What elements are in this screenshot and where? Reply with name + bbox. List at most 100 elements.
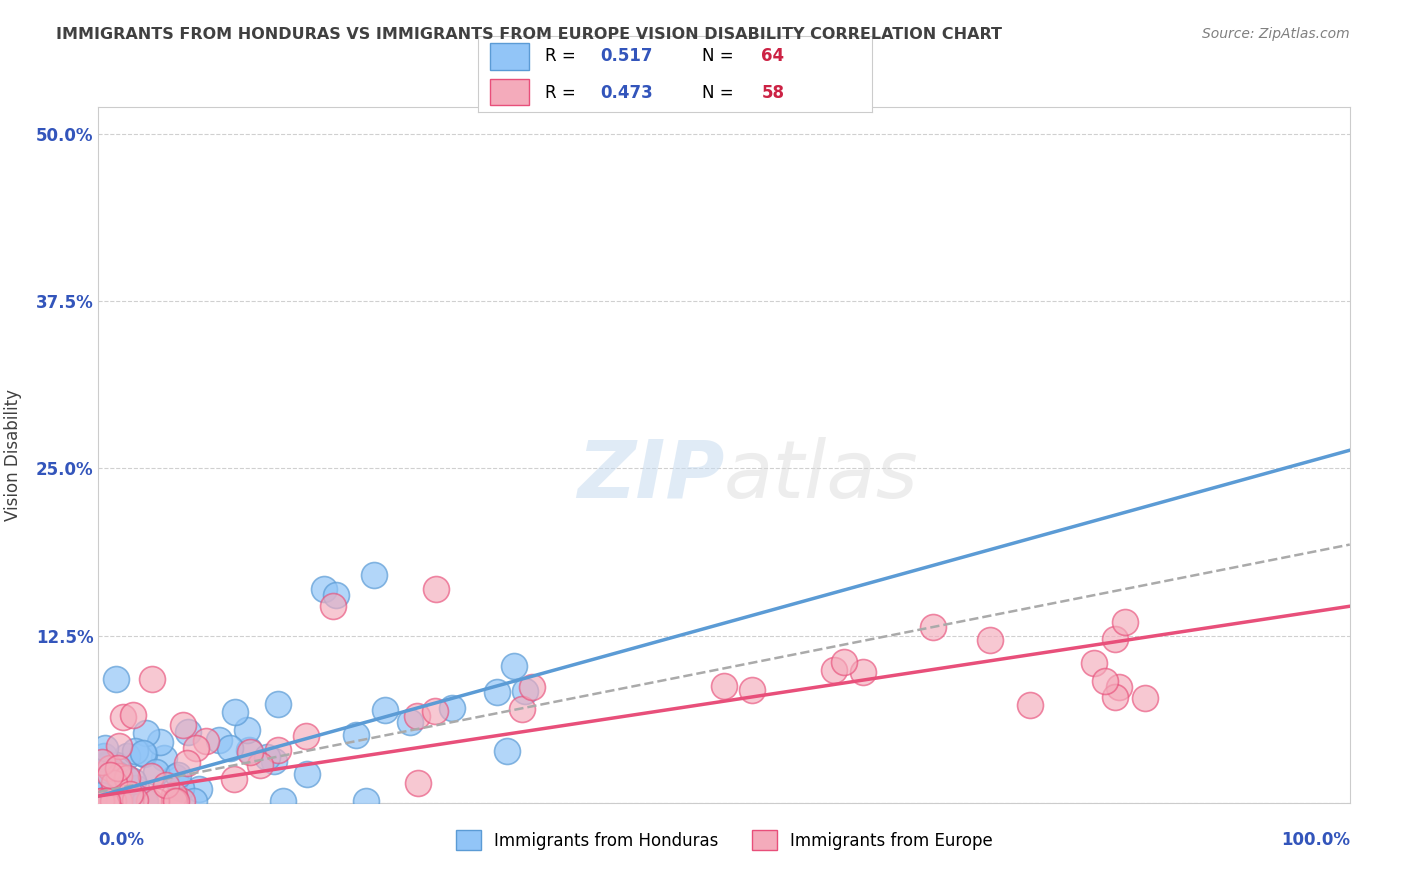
Immigrants from Honduras [111,795,134,809]
Text: N =: N = [703,84,740,102]
Immigrants from Honduras [354,795,377,809]
Immigrants from Honduras [124,744,146,758]
Text: IMMIGRANTS FROM HONDURAS VS IMMIGRANTS FROM EUROPE VISION DISABILITY CORRELATION: IMMIGRANTS FROM HONDURAS VS IMMIGRANTS F… [56,27,1002,42]
Text: atlas: atlas [724,437,920,515]
Immigrants from Honduras [132,747,155,761]
Immigrants from Europe [979,633,1001,648]
Immigrants from Honduras [485,684,508,698]
Immigrants from Honduras [256,749,278,764]
Immigrants from Europe [1133,691,1156,706]
Immigrants from Honduras [325,589,347,603]
Immigrants from Europe [162,788,184,802]
Immigrants from Honduras [183,794,205,808]
Immigrants from Europe [124,792,146,806]
Y-axis label: Vision Disability: Vision Disability [4,389,22,521]
Immigrants from Europe [922,620,945,634]
Immigrants from Europe [139,769,162,783]
Immigrants from Europe [138,795,160,809]
Immigrants from Europe [406,709,429,723]
Text: Source: ZipAtlas.com: Source: ZipAtlas.com [1202,27,1350,41]
Immigrants from Honduras [105,795,128,809]
Immigrants from Honduras [135,726,157,740]
Immigrants from Honduras [96,756,118,771]
Bar [489,78,529,105]
Text: 0.473: 0.473 [600,84,652,102]
Immigrants from Honduras [165,770,187,784]
Immigrants from Europe [172,795,194,809]
Immigrants from Honduras [207,733,229,747]
Immigrants from Europe [107,769,129,783]
Immigrants from Europe [406,776,429,790]
Immigrants from Europe [239,745,262,759]
Immigrants from Europe [522,680,544,694]
Immigrants from Honduras [134,794,156,808]
Immigrants from Honduras [110,795,132,809]
Immigrants from Europe [510,702,533,716]
Immigrants from Honduras [170,780,193,795]
Immigrants from Europe [103,775,125,789]
Immigrants from Europe [425,582,447,596]
Immigrants from Honduras [440,701,463,715]
Text: 0.0%: 0.0% [98,830,145,848]
Immigrants from Europe [823,663,845,677]
Immigrants from Europe [101,795,124,809]
Immigrants from Europe [186,741,208,756]
Immigrants from Honduras [153,751,176,765]
Immigrants from Europe [117,771,139,785]
Immigrants from Honduras [134,795,156,809]
Immigrants from Honduras [105,767,128,781]
Text: R =: R = [546,47,581,65]
Immigrants from Honduras [188,782,211,797]
Immigrants from Europe [267,743,290,757]
Immigrants from Honduras [98,795,121,809]
Text: R =: R = [546,84,581,102]
Immigrants from Honduras [224,705,246,719]
Immigrants from Europe [111,710,134,724]
Immigrants from Honduras [97,795,120,809]
Immigrants from Honduras [271,794,294,808]
Immigrants from Honduras [118,794,141,808]
Immigrants from Europe [249,758,271,772]
Immigrants from Europe [145,795,167,809]
Immigrants from Honduras [177,725,200,739]
Immigrants from Europe [322,599,344,613]
Text: 58: 58 [762,84,785,102]
Immigrants from Honduras [219,741,242,756]
Immigrants from Honduras [312,582,335,596]
Immigrants from Honduras [121,773,143,788]
Immigrants from Honduras [90,795,112,809]
Immigrants from Honduras [398,715,420,730]
Immigrants from Honduras [115,748,138,763]
Bar [489,43,529,70]
Immigrants from Europe [176,756,198,771]
Immigrants from Europe [425,704,447,718]
Immigrants from Honduras [117,771,139,785]
Immigrants from Honduras [267,697,290,711]
Immigrants from Europe [96,795,118,809]
Immigrants from Honduras [104,757,127,772]
Immigrants from Honduras [97,758,120,772]
Immigrants from Europe [1114,615,1136,630]
Immigrants from Europe [98,768,121,782]
Immigrants from Honduras [90,795,112,809]
Immigrants from Europe [91,795,114,809]
Immigrants from Europe [1094,674,1116,689]
Immigrants from Europe [121,707,143,722]
Immigrants from Honduras [374,703,396,717]
Immigrants from Honduras [502,659,524,673]
Immigrants from Europe [108,739,131,754]
Immigrants from Honduras [98,795,121,809]
Immigrants from Honduras [104,672,127,686]
Immigrants from Honduras [94,741,117,756]
Immigrants from Europe [1104,632,1126,647]
Immigrants from Honduras [167,768,190,782]
Immigrants from Honduras [90,788,112,802]
Immigrants from Europe [172,718,194,732]
Immigrants from Europe [163,795,186,809]
Immigrants from Europe [155,779,177,793]
Immigrants from Europe [713,679,735,693]
Immigrants from Honduras [90,795,112,809]
Immigrants from Europe [1104,690,1126,705]
Immigrants from Honduras [93,748,115,763]
Immigrants from Europe [741,683,763,698]
